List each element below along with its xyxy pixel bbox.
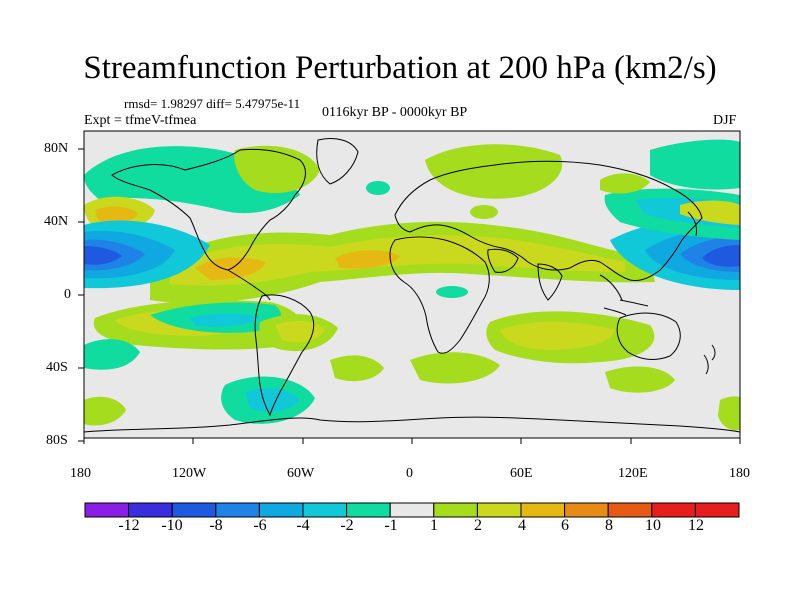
colorbar-swatch-12 [607,502,653,518]
contour-pos-southeast-edge [718,396,740,431]
lon-tick-120w: 120W [172,466,207,481]
contour-small-neg-atlantic [366,181,390,195]
colorbar-label-pos2: 2 [474,517,482,534]
colorbar-label-neg8: -8 [209,517,223,534]
colorbar-swatch-0 [84,502,130,518]
colorbar-label-neg1: -1 [384,517,398,534]
colorbar-swatch-7 [389,502,435,518]
colorbar-swatch-6 [346,502,391,518]
period-label: 0116kyr BP - 0000kyr BP [322,105,468,120]
colorbar-label-pos10: 10 [645,517,661,534]
colorbar-swatch-4 [258,502,304,518]
coastline-india [537,263,563,301]
colorbar-label-pos8: 8 [605,517,613,534]
colorbar-label-pos12: 12 [688,517,704,534]
colorbar-swatch-11 [564,502,609,518]
coastline-new-zealand [703,344,716,375]
coastline-japan [687,211,697,237]
colorbar-label-pos4: 4 [518,517,526,534]
colorbar-label-neg6: -6 [253,517,267,534]
colorbar-swatch-9 [476,502,522,518]
contour-pos-northpacific-left-core [95,206,138,223]
lat-tick-40s: 40S [46,360,68,375]
contour-neg-arctic-east [650,139,740,190]
chart-title: Streamfunction Perturbation at 200 hPa (… [83,50,717,86]
colorbar [84,502,740,518]
colorbar-label-neg10: -10 [161,517,183,534]
colorbar-label-neg2: -2 [340,517,354,534]
axis-ticks [78,148,741,444]
experiment-label: Expt = tfmeV-tfmea [84,113,197,128]
contour-small-pos-urals [470,205,498,219]
contour-small-neg-africa [436,286,468,298]
colorbar-swatch-1 [128,502,173,518]
coastline-australia [616,312,681,360]
coastline-southeast-asia [599,274,649,316]
coastline-arabia [487,248,519,273]
colorbar-label-pos1: 1 [430,517,438,534]
colorbar-swatch-13 [651,502,696,518]
coastline-central-america [227,269,271,301]
contour-pos-canada [234,145,320,194]
colorbar-label-neg12: -12 [118,517,140,534]
colorbar-label-pos6: 6 [561,517,569,534]
contour-pos-nw-pacific [600,173,650,194]
contour-neg-pacific-west-4 [84,246,122,265]
contour-neg-drake-inner [245,388,300,412]
lon-tick-180w: 180 [70,466,91,481]
coastlines [83,138,741,433]
coastline-eurasia [394,160,703,281]
contour-pos-south-america-core [275,320,325,343]
colorbar-swatch-5 [302,502,348,518]
lon-tick-60w: 60W [287,466,315,481]
colorbar-swatch-8 [433,502,478,518]
stats-label: rmsd= 1.98297 diff= 5.47975e-11 [124,96,301,111]
contour-pos-indian-ocean-2 [500,321,615,350]
contour-pos-atl-core [335,250,400,269]
lon-tick-0: 0 [406,466,413,481]
lat-tick-80n: 80N [44,141,69,156]
contour-neg-southwest-pacific [84,339,140,370]
colorbar-swatch-3 [215,502,260,518]
contour-field [84,131,740,438]
contour-pos-south-atlantic [330,355,384,382]
lat-tick-80s: 80S [46,433,68,448]
lon-tick-60e: 60E [510,466,533,481]
contour-pos-south-indian-2 [605,366,675,393]
coastline-north-america [111,148,306,271]
colorbar-swatch-14 [694,502,740,518]
colorbar-label-neg4: -4 [296,517,310,534]
colorbar-swatch-10 [520,502,566,518]
contour-pos-eurasia-north [425,144,563,199]
coastline-south-america [254,294,315,417]
contour-neg-pacific-east-4 [702,245,740,267]
colorbar-swatch-2 [171,502,217,518]
lon-tick-180e: 180 [729,466,750,481]
contour-pos-south-indian [410,352,500,384]
contour-pos-japan [680,200,740,225]
contour-neg-south-pacific-core [190,313,260,327]
coastline-africa [389,236,490,354]
contour-pos-band-north-inner [170,235,625,286]
contour-pos-south-sw [84,396,126,426]
coastline-greenland [316,138,359,185]
season-label: DJF [713,113,737,128]
lon-tick-120e: 120E [618,466,648,481]
lat-tick-eq: 0 [64,287,71,302]
coastline-antarctica [83,416,741,433]
lat-tick-40n: 40N [44,214,69,229]
